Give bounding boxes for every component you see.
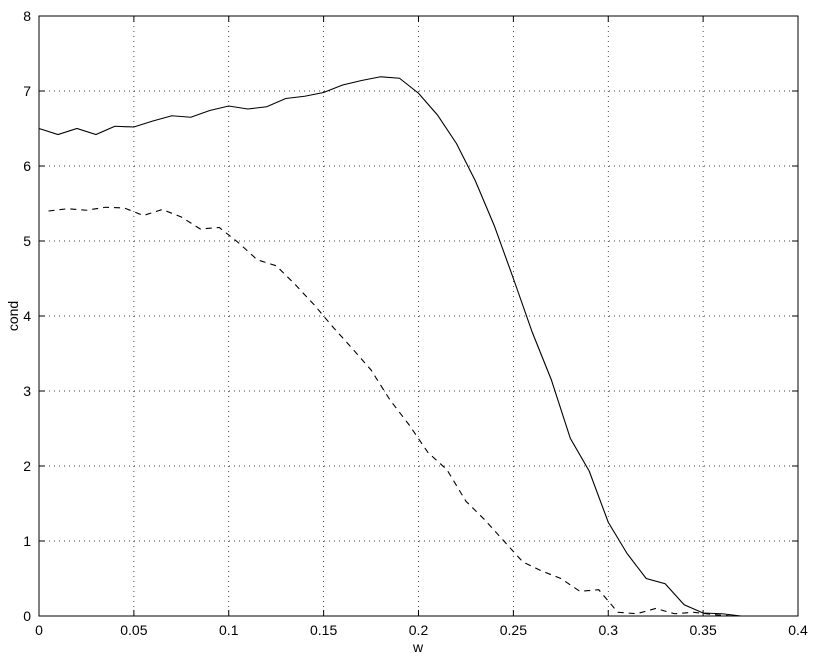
y-axis-label: cond <box>5 301 21 331</box>
x-tick-label: 0.2 <box>409 622 429 638</box>
y-tick-label: 7 <box>23 83 31 99</box>
y-tick-label: 0 <box>23 608 31 624</box>
x-tick-label: 0.1 <box>219 622 239 638</box>
plot-frame <box>38 15 799 617</box>
y-tick-label: 4 <box>23 308 31 324</box>
data-line <box>38 76 798 617</box>
y-tick-label: 2 <box>23 458 31 474</box>
y-tick-label: 3 <box>23 383 31 399</box>
x-tick-label: 0.4 <box>788 622 808 638</box>
y-tick-label: 1 <box>23 533 31 549</box>
x-tick-label: 0.05 <box>120 622 147 638</box>
x-tick-label: 0.15 <box>310 622 337 638</box>
x-tick-label: 0.3 <box>599 622 619 638</box>
x-tick-label: 0 <box>35 622 43 638</box>
y-tick-label: 5 <box>23 233 31 249</box>
y-tick-label: 6 <box>23 158 31 174</box>
x-tick-label: 0.25 <box>500 622 527 638</box>
x-tick-label: 0.35 <box>690 622 717 638</box>
y-tick-label: 8 <box>23 8 31 24</box>
data-line <box>48 206 789 617</box>
x-axis-label: w <box>412 639 424 655</box>
